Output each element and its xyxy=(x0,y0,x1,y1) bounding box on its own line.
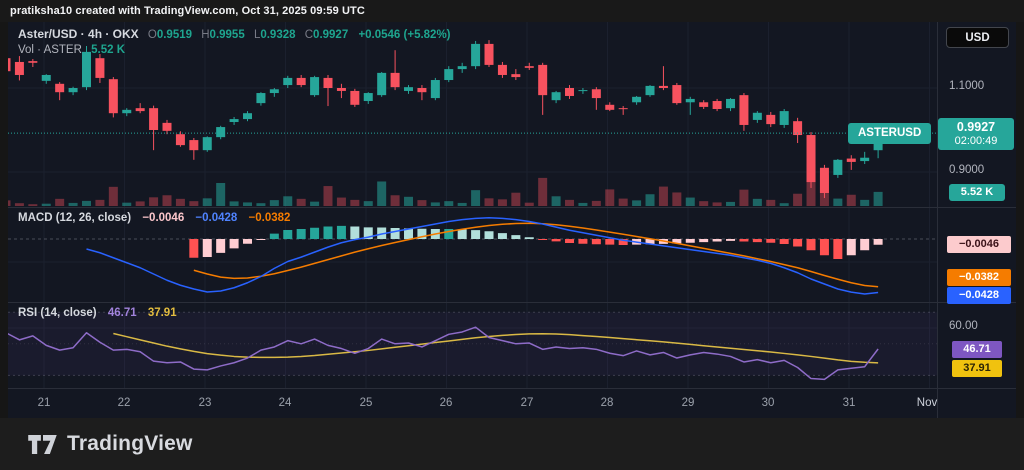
macd-signal-axis-badge: −0.0382 xyxy=(947,269,1011,286)
volume-legend: Vol · ASTER 5.52 K xyxy=(18,44,125,56)
macd-title[interactable]: MACD (12, 26, close) xyxy=(18,212,132,224)
price-chart-canvas[interactable] xyxy=(8,22,1016,418)
time-label: 21 xyxy=(37,397,51,409)
price-axis[interactable] xyxy=(937,22,1016,418)
time-label: 27 xyxy=(520,397,534,409)
low-label: L xyxy=(253,29,261,41)
price-tick-upper: 1.1000 xyxy=(949,80,985,92)
high-value: 0.9955 xyxy=(209,29,245,41)
time-label: 22 xyxy=(117,397,131,409)
time-label-month: Nov xyxy=(916,397,938,409)
rsi-tick-60: 60.00 xyxy=(949,320,978,332)
macd-signal-value: −0.0382 xyxy=(248,212,291,224)
time-label: 29 xyxy=(681,397,695,409)
open-label: O xyxy=(147,29,157,41)
tradingview-logo-icon[interactable] xyxy=(28,434,58,454)
rsi-ma-axis-badge: 37.91 xyxy=(952,360,1002,377)
close-label: C xyxy=(304,29,314,41)
rsi-legend: RSI (14, close) 46.71 37.91 xyxy=(18,307,177,319)
open-value: 0.9519 xyxy=(156,29,193,41)
macd-line-axis-badge: −0.0428 xyxy=(947,287,1011,304)
time-label: 23 xyxy=(198,397,212,409)
rsi-axis-badge: 46.71 xyxy=(952,341,1002,358)
macd-line-value: −0.0428 xyxy=(195,212,238,224)
low-value: 0.9328 xyxy=(260,29,296,41)
symbol-legend: Aster/USD · 4h · OKX O0.9519 H0.9955 L0.… xyxy=(18,27,451,41)
close-value: 0.9927 xyxy=(313,29,349,41)
time-axis[interactable] xyxy=(8,389,937,418)
time-label: 24 xyxy=(278,397,292,409)
time-label: 26 xyxy=(439,397,453,409)
high-label: H xyxy=(201,29,210,41)
last-price-box: 0.9927 02:00:49 xyxy=(938,118,1014,150)
symbol-price-tag: ASTERUSD xyxy=(848,123,932,144)
time-label: 30 xyxy=(761,397,775,409)
symbol-title[interactable]: Aster/USD · 4h · OKX xyxy=(18,27,139,41)
change-value: +0.0546 (+5.82%) xyxy=(358,29,451,41)
bar-countdown: 02:00:49 xyxy=(954,135,998,147)
rsi-title[interactable]: RSI (14, close) xyxy=(18,307,97,319)
tradingview-logo-text[interactable]: TradingView xyxy=(67,432,193,455)
time-label: 31 xyxy=(842,397,856,409)
footer-bar: TradingView xyxy=(0,418,1024,470)
macd-legend: MACD (12, 26, close) −0.0046 −0.0428 −0.… xyxy=(18,212,290,224)
time-label: 28 xyxy=(600,397,614,409)
volume-label[interactable]: Vol · ASTER xyxy=(18,44,82,56)
last-price-value: 0.9927 xyxy=(956,120,996,134)
attribution-text: pratiksha10 created with TradingView.com… xyxy=(10,5,365,17)
volume-axis-badge: 5.52 K xyxy=(949,184,1005,201)
currency-toggle-button[interactable]: USD xyxy=(946,27,1009,48)
macd-hist-value: −0.0046 xyxy=(142,212,185,224)
chart-area: Aster/USD · 4h · OKX O0.9519 H0.9955 L0.… xyxy=(8,22,1016,418)
price-tick-lower: 0.9000 xyxy=(949,164,985,176)
time-label: 25 xyxy=(359,397,373,409)
volume-value: 5.52 K xyxy=(91,44,126,56)
rsi-ma-value: 37.91 xyxy=(147,307,177,319)
macd-hist-axis-badge: −0.0046 xyxy=(947,236,1011,253)
attribution-bar: pratiksha10 created with TradingView.com… xyxy=(0,0,1024,22)
rsi-value: 46.71 xyxy=(107,307,137,319)
